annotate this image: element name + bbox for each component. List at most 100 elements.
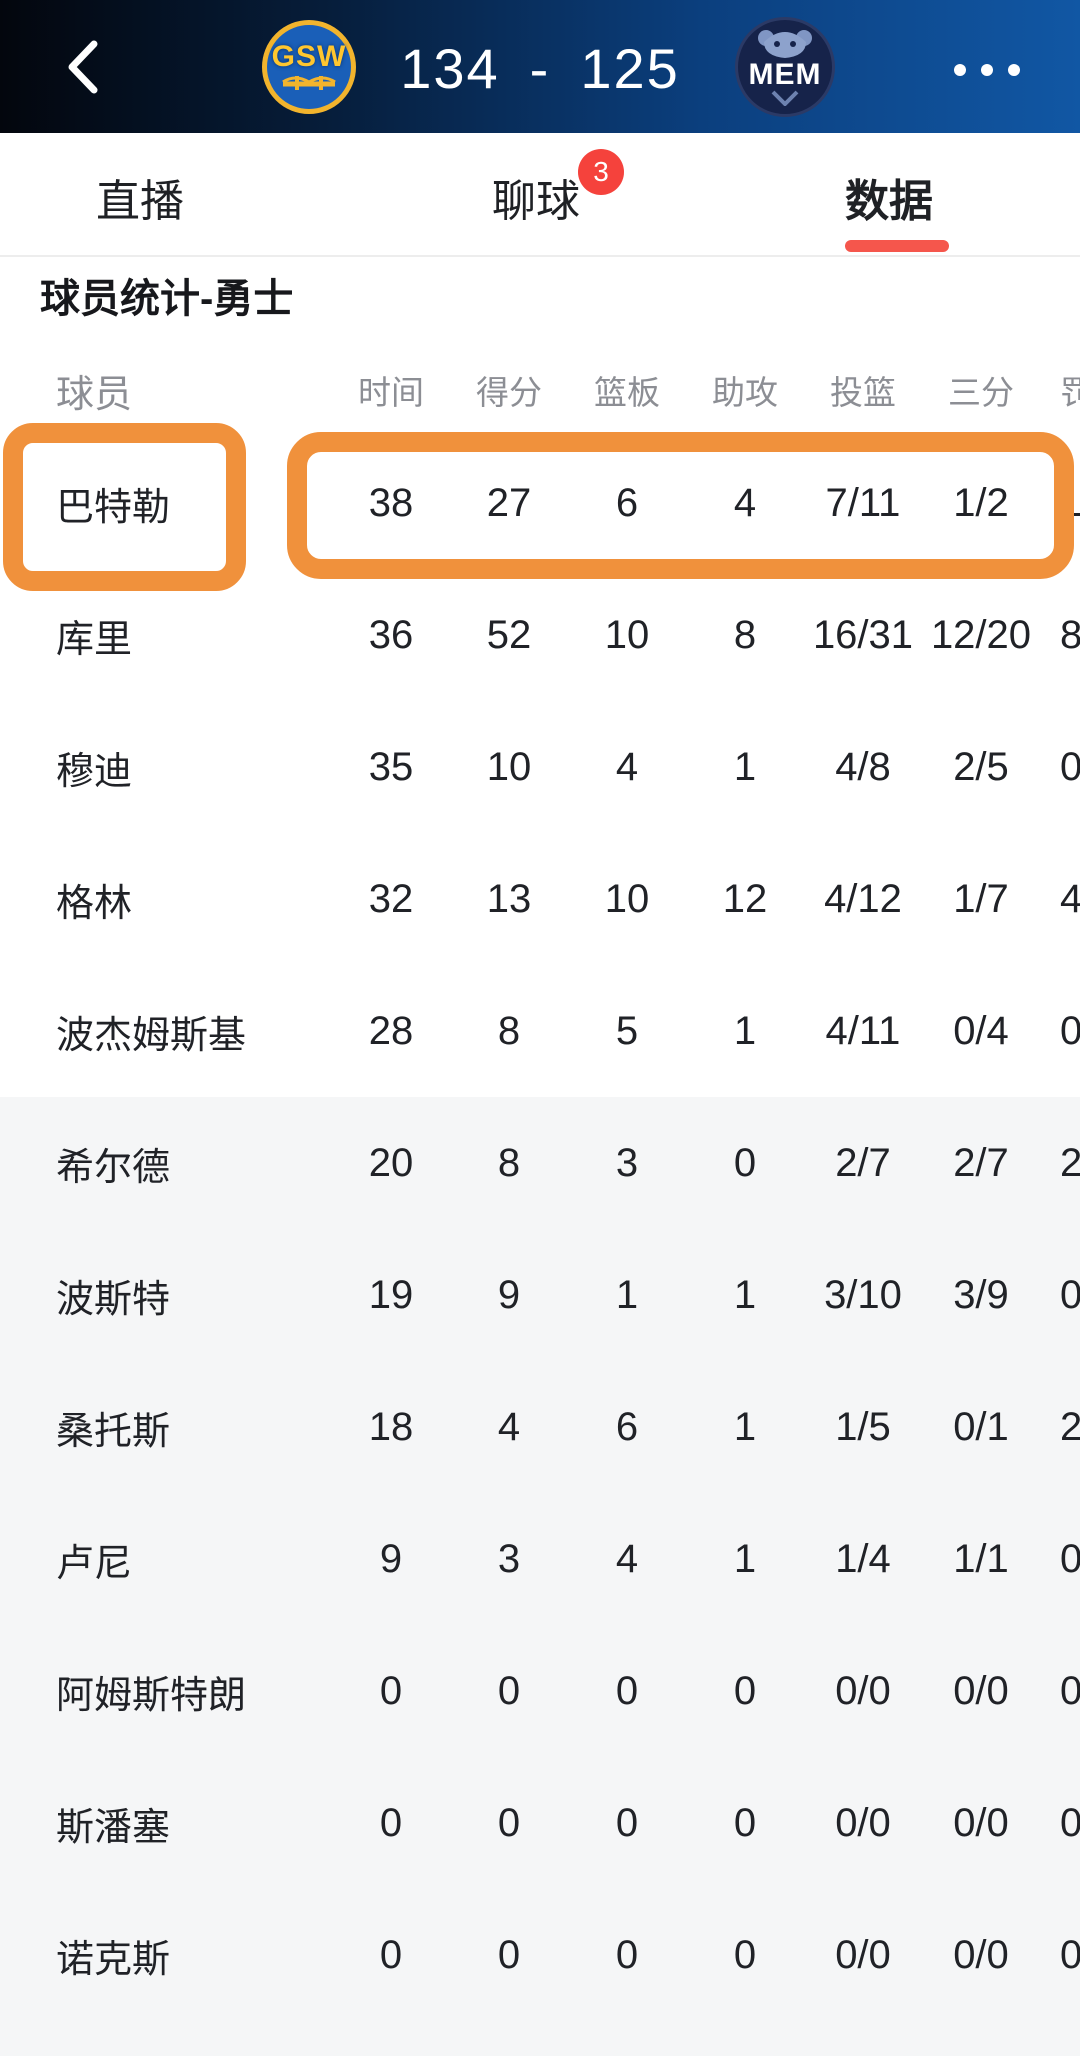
table-row: 卢尼 9 3 4 1 1/4 1/1 0	[0, 1493, 1080, 1625]
stat-cell: 3	[615, 1140, 639, 1185]
stat-cell: 0	[379, 1800, 403, 1845]
column-header: 投篮	[830, 374, 896, 411]
stat-cell: 4	[497, 1404, 521, 1449]
player-name-cell: 波杰姆斯基	[56, 1014, 247, 1057]
stat-cell: 0	[1060, 1008, 1080, 1053]
player-name-cell: 卢尼	[56, 1542, 133, 1585]
mem-chevron-icon	[771, 90, 799, 106]
stat-cell: 27	[486, 480, 532, 525]
player-name-cell: 格林	[56, 882, 133, 925]
stat-cell: 0	[615, 1932, 639, 1977]
stat-cell: 12/20	[930, 612, 1032, 657]
table-row: 格林 32 13 10 12 4/12 1/7 4	[0, 833, 1080, 965]
stat-cell: 0/0	[835, 1668, 891, 1713]
stat-cell: 1/5	[835, 1404, 891, 1449]
stat-cell: 9	[497, 1272, 521, 1317]
column-header: 得分	[476, 374, 542, 411]
stat-cell: 4/12	[824, 876, 902, 921]
stat-cell: 0	[379, 1668, 403, 1713]
score-away: 125	[580, 37, 680, 100]
home-team-abbr: GSW	[271, 40, 347, 73]
stat-cell: 10	[486, 744, 532, 789]
stat-cell: 3/9	[953, 1272, 1009, 1317]
column-header: 罚	[1060, 374, 1080, 411]
table-body: 巴特勒 38 27 6 4 7/11 1/2 1 库里 36 52 10 8 16/31 12/20 8 穆迪 3…	[0, 437, 1080, 2056]
stat-cell: 38	[368, 480, 414, 525]
stat-cell: 0	[497, 1932, 521, 1977]
stat-cell: 1	[733, 744, 757, 789]
player-name-cell: 希尔德	[56, 1146, 171, 1189]
section-title: 球员统计-勇士	[40, 277, 294, 321]
stat-cell: 0	[1060, 1800, 1080, 1845]
table-row: 斯潘塞 0 0 0 0 0/0 0/0 0	[0, 1757, 1080, 1889]
stat-cell: 4/8	[835, 744, 891, 789]
stat-cell: 12	[722, 876, 768, 921]
stat-cell: 0	[733, 1668, 757, 1713]
stat-cell: 1	[615, 1272, 639, 1317]
stat-cell: 18	[368, 1404, 414, 1449]
column-header: 三分	[948, 374, 1014, 411]
player-name-cell: 库里	[56, 618, 133, 661]
stat-cell: 36	[368, 612, 414, 657]
table-row: 波杰姆斯基 28 8 5 1 4/11 0/4 0	[0, 965, 1080, 1097]
stat-cell: 0/1	[953, 1404, 1009, 1449]
back-icon[interactable]	[60, 38, 104, 96]
player-stats-table: 球员 时间 得分 篮板 助攻 投篮 三分罚 巴特勒 38 27 6 4 7/11 1/2 1 库里 36 52 1…	[0, 360, 1080, 2056]
stat-cell: 0	[1060, 1668, 1080, 1713]
away-team-logo: MEM	[735, 17, 835, 117]
stat-cell: 4	[615, 1536, 639, 1581]
column-header: 时间	[358, 374, 424, 411]
player-name-cell: 斯潘塞	[56, 1806, 171, 1849]
stat-cell: 16/31	[812, 612, 914, 657]
stat-cell: 0	[1060, 1272, 1080, 1317]
column-header: 篮板	[594, 374, 660, 411]
player-name-cell: 桑托斯	[56, 1410, 171, 1453]
chat-unread-badge: 3	[578, 149, 624, 195]
player-name-cell: 阿姆斯特朗	[56, 1674, 247, 1717]
stat-cell: 0	[615, 1800, 639, 1845]
stat-cell: 28	[368, 1008, 414, 1053]
stat-cell: 2/7	[953, 1140, 1009, 1185]
stat-cell: 0/0	[835, 1932, 891, 1977]
gsw-bridge-icon	[282, 76, 336, 90]
score-home: 134	[400, 37, 500, 100]
stat-cell: 0	[379, 1932, 403, 1977]
stat-cell: 6	[615, 480, 639, 525]
stat-cell: 0	[615, 1668, 639, 1713]
table-row: 阿姆斯特朗 0 0 0 0 0/0 0/0 0	[0, 1625, 1080, 1757]
stat-cell: 1	[733, 1008, 757, 1053]
stat-cell: 35	[368, 744, 414, 789]
stat-cell: 0/0	[953, 1800, 1009, 1845]
stat-cell: 3	[497, 1536, 521, 1581]
stat-cell: 1	[733, 1272, 757, 1317]
tab-chat-label: 聊球	[492, 177, 580, 226]
tab-live[interactable]: 直播	[96, 177, 184, 226]
stat-cell: 4/11	[825, 1008, 901, 1053]
stat-cell: 5	[615, 1008, 639, 1053]
stat-cell: 8	[497, 1008, 521, 1053]
tab-data[interactable]: 数据	[845, 177, 933, 226]
active-tab-underline	[845, 240, 949, 252]
stat-cell: 2	[1060, 1404, 1080, 1449]
stat-cell: 3/10	[824, 1272, 902, 1317]
table-row: 库里 36 52 10 8 16/31 12/20 8	[0, 569, 1080, 701]
player-name-cell: 波斯特	[56, 1278, 171, 1321]
stat-cell: 13	[486, 876, 532, 921]
stat-cell: 8	[733, 612, 757, 657]
stat-cell: 2	[1060, 1140, 1080, 1185]
tab-chat[interactable]: 聊球 3	[492, 149, 624, 229]
stat-cell: 0	[733, 1140, 757, 1185]
stat-cell: 0	[1060, 1932, 1080, 1977]
stat-cell: 0/4	[953, 1008, 1009, 1053]
stat-cell: 1	[733, 1404, 757, 1449]
score: 134-125	[0, 36, 1080, 101]
stat-cell: 0	[497, 1668, 521, 1713]
table-row: 波斯特 19 9 1 1 3/10 3/9 0	[0, 1229, 1080, 1361]
stat-cell: 8	[497, 1140, 521, 1185]
stat-cell: 0	[497, 1800, 521, 1845]
column-header: 助攻	[712, 374, 778, 411]
table-header-row: 球员 时间 得分 篮板 助攻 投篮 三分 罚	[0, 360, 1080, 420]
stat-cell: 20	[368, 1140, 414, 1185]
more-menu-icon[interactable]	[954, 64, 1020, 76]
